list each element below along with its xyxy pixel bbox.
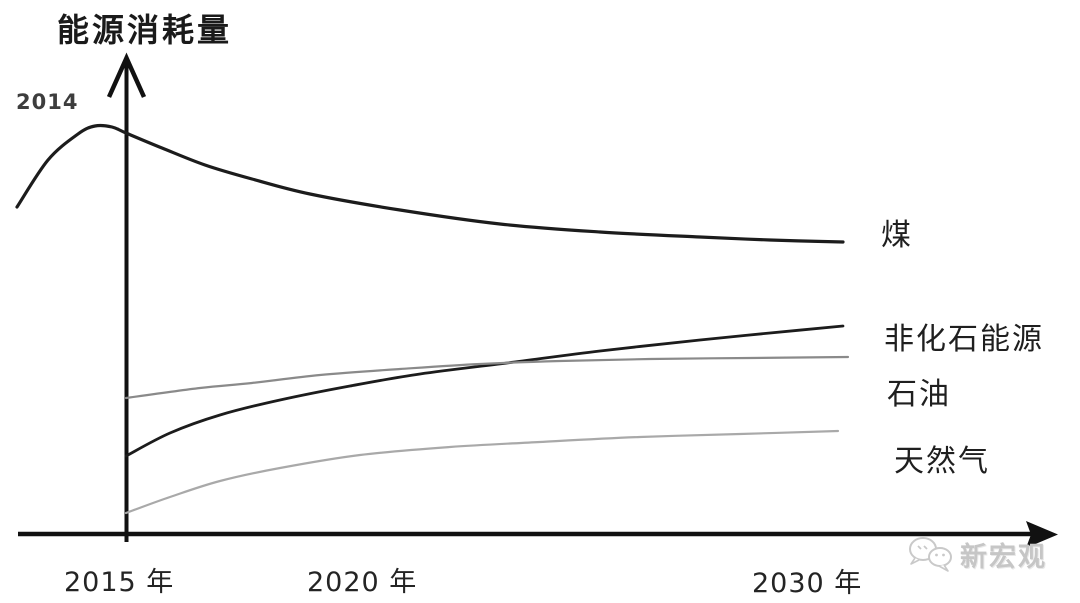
annotation-2014: 2014 xyxy=(16,90,79,114)
x-tick-2015: 2015 年 xyxy=(64,567,175,598)
series-label-natural-gas: 天然气 xyxy=(894,444,990,479)
y-axis-label: 能源消耗量 xyxy=(57,11,233,49)
series-line-non_fossil xyxy=(124,324,845,458)
x-axis-arrow-icon xyxy=(1026,521,1058,548)
series-curves xyxy=(15,123,850,515)
watermark: 新宏观 xyxy=(906,534,1047,574)
series-line-oil xyxy=(124,355,850,400)
wechat-icon xyxy=(909,537,952,572)
watermark-text: 新宏观 xyxy=(960,541,1047,573)
x-tick-2030: 2030 年 xyxy=(752,568,863,599)
y-axis-arrow-icon xyxy=(106,52,147,98)
series-label-non-fossil: 非化石能源 xyxy=(884,322,1044,357)
series-line-coal xyxy=(15,123,845,244)
series-label-coal: 煤 xyxy=(881,218,913,253)
series-line-natural_gas xyxy=(124,429,840,515)
x-tick-2020: 2020 年 xyxy=(307,567,418,598)
series-label-oil: 石油 xyxy=(887,377,951,412)
